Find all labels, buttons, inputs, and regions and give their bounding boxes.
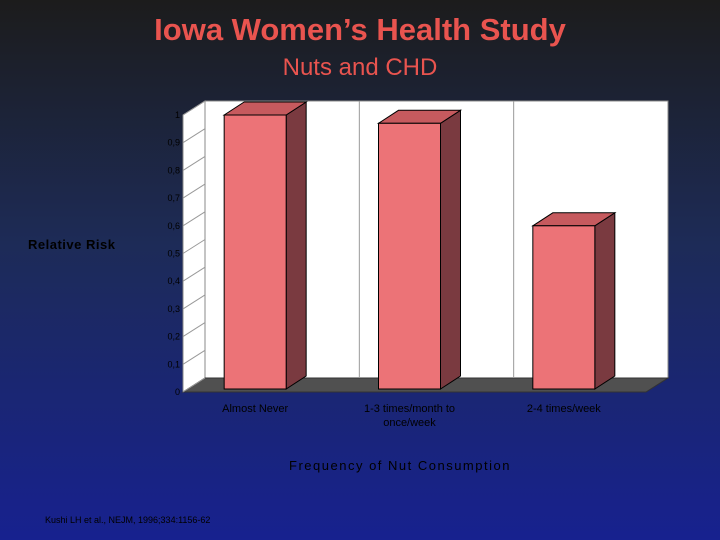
y-tick-label: 0 bbox=[175, 387, 180, 397]
y-tick-mark bbox=[182, 294, 206, 310]
bar-side bbox=[440, 109, 461, 390]
y-tick-label: 0,9 bbox=[167, 138, 180, 148]
y-tick-label: 0,3 bbox=[167, 304, 180, 314]
bar-side bbox=[594, 211, 616, 390]
citation: Kushi LH et al., NEJM, 1996;334:1156-62 bbox=[45, 515, 211, 525]
slide-title: Iowa Women’s Health Study bbox=[154, 12, 566, 47]
y-tick-mark bbox=[182, 183, 206, 199]
y-tick-label: 0,6 bbox=[167, 221, 180, 231]
y-tick-label: 0,1 bbox=[167, 359, 180, 369]
y-tick-mark bbox=[182, 266, 206, 282]
y-tick-label: 0,7 bbox=[167, 193, 180, 203]
y-tick-mark bbox=[182, 211, 206, 227]
bar-side bbox=[285, 101, 307, 390]
y-tick-mark bbox=[182, 322, 206, 338]
x-tick-label: Almost Never bbox=[222, 403, 288, 415]
y-tick-label: 0,8 bbox=[167, 165, 180, 175]
y-tick-mark bbox=[182, 349, 206, 365]
x-tick-label: 1-3 times/month to once/week bbox=[364, 403, 455, 429]
y-tick-mark bbox=[182, 239, 206, 254]
bar bbox=[378, 122, 441, 390]
y-tick-mark bbox=[182, 155, 206, 171]
y-tick-label: 0,4 bbox=[167, 276, 180, 286]
y-tick-mark bbox=[182, 128, 206, 144]
y-tick-label: 1 bbox=[175, 110, 180, 120]
slide-subtitle: Nuts and CHD bbox=[282, 54, 438, 81]
y-tick-label: 0,5 bbox=[167, 249, 180, 259]
bar bbox=[223, 114, 287, 390]
y-axis-label: Relative Risk bbox=[28, 237, 116, 252]
y-tick-mark bbox=[182, 100, 206, 116]
x-axis-label: Frequency of Nut Consumption bbox=[289, 458, 511, 473]
y-tick-label: 0,2 bbox=[167, 332, 180, 342]
x-tick-label: 2-4 times/week bbox=[527, 403, 601, 415]
y-tick-mark bbox=[182, 377, 206, 393]
bar bbox=[532, 225, 596, 390]
